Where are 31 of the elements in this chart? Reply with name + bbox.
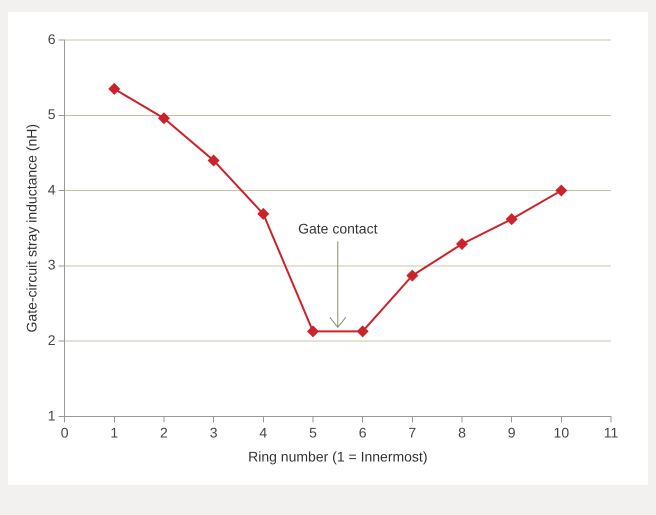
y-tick-label: 5 [48,106,56,122]
x-tick-label: 0 [60,424,69,441]
y-tick-label: 6 [48,30,56,47]
x-tick-label: 11 [604,424,618,441]
point [158,112,170,124]
y-tick-label: 3 [48,256,56,273]
y-tick-label: 4 [48,181,56,198]
x-tick-label: 9 [508,424,516,441]
x-tick-label: 1 [110,424,118,441]
point [208,154,220,166]
annotation: Gate contact [298,220,378,236]
x-tick-label: 7 [408,424,416,441]
point [456,238,468,250]
x-tick-label: 2 [160,424,168,441]
x-axis-title: Ring number (1 = Innermost) [248,448,428,464]
x-tick-label: 3 [210,424,218,441]
point [306,325,319,338]
point [356,325,369,338]
y-tick-label: 2 [48,332,56,348]
x-tick-label: 4 [259,424,268,441]
point [108,82,120,95]
y-axis-title: Gate-circuit stray inductance (nH) [23,124,40,332]
x-tick-label: 10 [554,424,570,441]
point [506,213,518,226]
point [257,208,270,220]
x-tick-label: 8 [458,424,466,441]
point [555,184,568,197]
x-tick-label: 5 [309,424,318,441]
point [406,270,418,282]
x-tick-label: 6 [358,424,367,441]
y-tick-label: 1 [48,407,56,424]
